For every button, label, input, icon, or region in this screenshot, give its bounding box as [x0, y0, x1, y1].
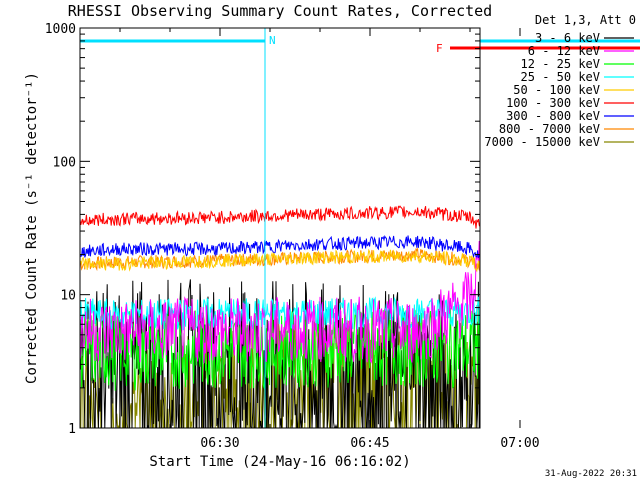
- legend-label-4: 50 - 100 keV: [513, 83, 600, 97]
- series-line-6: [80, 234, 480, 259]
- legend-label-7: 800 - 7000 keV: [499, 122, 600, 136]
- x-tick-label: 06:30: [200, 436, 239, 451]
- series-line-5: [80, 205, 480, 229]
- series-line-1: [80, 240, 480, 364]
- y-axis-label: Corrected Count Rate (s⁻¹ detector⁻¹): [24, 72, 40, 384]
- legend-label-1: 6 - 12 keV: [528, 44, 600, 58]
- y-tick-label: 100: [53, 155, 76, 170]
- legend-label-0: 3 - 6 keV: [535, 31, 600, 45]
- series-line-7: [80, 247, 480, 272]
- x-tick-label: 07:00: [500, 436, 539, 451]
- plot-frame: [79, 27, 481, 429]
- annotation-label-2: F: [436, 42, 443, 55]
- legend-title: Det 1,3, Att 0: [535, 13, 636, 27]
- x-tick-label: 06:45: [350, 436, 389, 451]
- x-axis-label: Start Time (24-May-16 06:16:02): [149, 454, 410, 470]
- plot-overlays: NF: [80, 28, 640, 428]
- plot-traces: [80, 205, 480, 428]
- y-tick-label: 1000: [45, 22, 76, 37]
- timestamp: 31-Aug-2022 20:31: [545, 469, 637, 479]
- legend-label-3: 25 - 50 keV: [521, 70, 600, 84]
- annotation-label-0: N: [269, 34, 276, 47]
- series-line-4: [80, 248, 480, 273]
- series-line-0: [80, 279, 480, 428]
- chart-title: RHESSI Observing Summary Count Rates, Co…: [68, 2, 492, 20]
- legend-label-5: 100 - 300 keV: [506, 96, 600, 110]
- y-tick-label: 1: [68, 422, 76, 437]
- legend-label-6: 300 - 800 keV: [506, 109, 600, 123]
- legend-label-2: 12 - 25 keV: [521, 57, 600, 71]
- y-tick-label: 10: [60, 289, 76, 304]
- legend-label-8: 7000 - 15000 keV: [484, 135, 600, 149]
